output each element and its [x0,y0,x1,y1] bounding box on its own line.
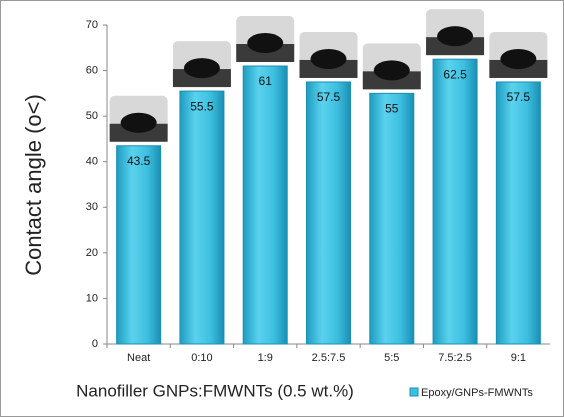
droplet [120,112,157,133]
x-tick-label: Neat [127,352,150,364]
droplet [500,48,537,69]
value-label: 57.5 [507,90,531,104]
x-tick-label: 9:1 [511,352,526,364]
value-label: 61 [259,74,273,88]
value-label: 62.5 [443,67,467,81]
value-label: 55 [385,102,399,116]
bar [242,65,288,345]
droplet [183,58,220,79]
bar [432,58,478,345]
y-tick-label: 50 [86,110,98,122]
y-tick-label: 30 [86,201,98,213]
legend-label: Epoxy/GNPs-FMWNTs [421,387,533,399]
value-label: 57.5 [317,90,341,104]
y-axis-label: Contact angle (o<) [21,94,46,276]
value-label: 55.5 [190,99,214,113]
bar [495,81,541,345]
droplet [310,48,347,69]
droplet [437,26,474,47]
y-tick-label: 70 [86,19,98,31]
y-tick-label: 20 [86,247,98,259]
x-tick-label: 2.5:7.5 [312,352,346,364]
y-tick-label: 0 [92,338,98,350]
droplet [373,60,410,81]
x-tick-label: 7.5:2.5 [438,352,472,364]
legend-swatch [409,387,419,397]
droplet [247,33,284,54]
value-label: 43.5 [127,154,151,168]
x-tick-label: 0:10 [191,352,212,364]
bar [306,81,351,345]
y-tick-label: 10 [86,292,98,304]
y-tick-label: 60 [86,64,98,76]
bar [369,92,415,345]
y-tick-label: 40 [86,156,98,168]
bar [179,90,225,345]
bar [116,145,162,345]
x-axis-label: Nanofiller GNPs:FMWNTs (0.5 wt.%) [76,381,354,400]
x-tick-label: 1:9 [258,352,273,364]
x-tick-label: 5:5 [384,352,399,364]
